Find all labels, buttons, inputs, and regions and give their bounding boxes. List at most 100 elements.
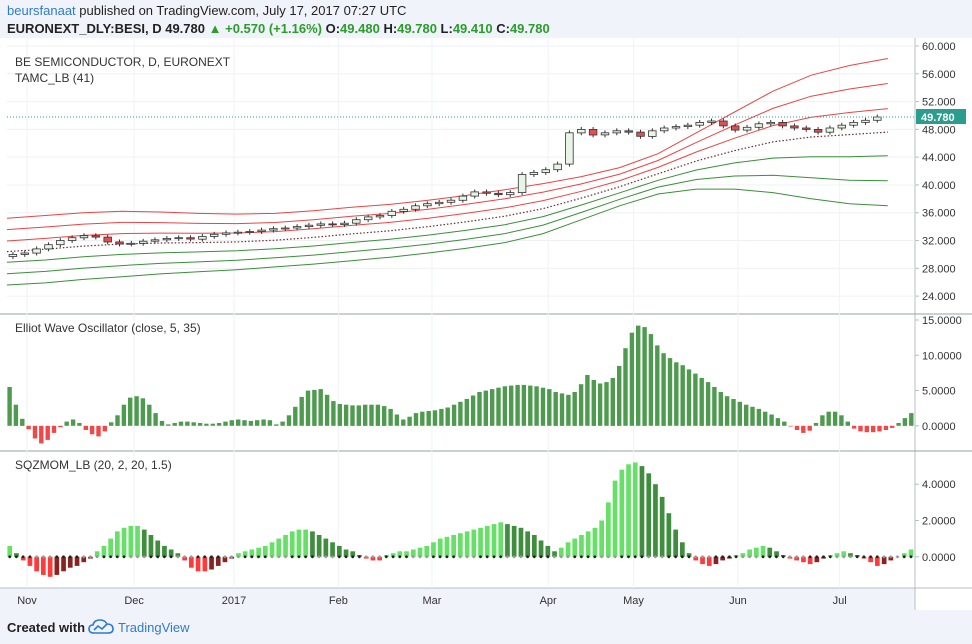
candle [825, 127, 835, 133]
osc-bar [101, 545, 107, 557]
author-link[interactable]: beursfanaat [7, 3, 76, 18]
candle [434, 201, 444, 205]
chart-background [0, 38, 972, 588]
osc-bar [439, 408, 444, 426]
osc-bar [255, 420, 260, 426]
osc-bar [585, 531, 591, 557]
osc-bar [202, 556, 208, 572]
squeeze-dot [398, 555, 402, 559]
squeeze-dot [41, 555, 45, 559]
squeeze-dot [714, 555, 718, 559]
osc-bar [7, 387, 12, 426]
candle [363, 216, 373, 221]
osc-bar [274, 424, 279, 426]
candle [778, 122, 787, 127]
time-tick-label: May [623, 595, 644, 607]
osc-bar [195, 556, 201, 572]
osc-bar [135, 525, 140, 557]
osc-bar [407, 416, 412, 426]
osc-bar [81, 556, 87, 563]
created-with-label: Created with [7, 620, 86, 635]
squeeze-dot [580, 555, 583, 559]
chart-canvas[interactable]: 60.000 56.000 52.000 48.000 44.000 40.000 36.0… [0, 38, 972, 610]
osc-pane-title: SQZMOM_LB (20, 2, 20, 1.5) [15, 458, 172, 472]
osc-bar [323, 538, 329, 557]
osc-bar [337, 404, 342, 426]
publish-info: published on TradingView.com, July 17, 2… [79, 3, 407, 18]
osc-bar [814, 556, 820, 563]
squeeze-dot [216, 555, 220, 559]
candle [541, 169, 550, 173]
osc-bar [451, 535, 456, 557]
osc-bar [162, 545, 167, 557]
squeeze-dot [55, 555, 59, 559]
osc-bar [166, 424, 171, 426]
squeeze-dot [15, 555, 18, 559]
squeeze-dot [445, 555, 449, 559]
squeeze-dot [257, 555, 260, 559]
squeeze-dot [855, 555, 859, 559]
candle [837, 124, 846, 129]
squeeze-dot [620, 555, 624, 559]
osc-bar [532, 535, 537, 557]
osc-bar [731, 399, 736, 426]
osc-bar [834, 553, 840, 557]
osc-bar [661, 353, 666, 426]
osc-bar [464, 531, 470, 557]
osc-bar [659, 496, 665, 557]
osc-bar [148, 535, 154, 557]
change-up-icon: ▲ [208, 21, 222, 36]
candle [91, 235, 100, 238]
candle [719, 120, 728, 127]
osc-bar [128, 397, 133, 426]
osc-bar [369, 404, 374, 426]
footer: Created with TradingView [0, 610, 972, 644]
osc-bar [851, 425, 857, 429]
squeeze-dot [822, 555, 825, 559]
osc-bar [54, 556, 60, 575]
candle [648, 130, 657, 137]
upper-band-3 [6, 108, 888, 242]
osc-bar [864, 425, 869, 433]
squeeze-dot [122, 555, 126, 559]
osc-bar [794, 425, 800, 430]
squeeze-dot [788, 555, 792, 559]
open-label: O: [325, 21, 341, 36]
osc-bar [20, 556, 26, 561]
price-tick-label: 56.000 [922, 69, 956, 81]
osc-bar [686, 553, 692, 557]
osc-bar [209, 556, 214, 570]
tradingview-link[interactable]: TradingView [118, 620, 190, 635]
squeeze-dot [869, 555, 872, 559]
candle [375, 215, 385, 218]
squeeze-dot [48, 555, 52, 559]
squeeze-dot [230, 555, 234, 559]
osc-bar [432, 410, 438, 426]
osc-bar [330, 542, 335, 557]
osc-bar [45, 425, 50, 440]
candle [115, 241, 124, 245]
osc-bar [67, 556, 73, 568]
osc-bar [612, 480, 618, 557]
osc-bar [289, 531, 295, 557]
squeeze-dot [297, 555, 301, 559]
osc-bar [737, 401, 742, 426]
osc-bar [61, 556, 66, 572]
osc-bar [782, 421, 787, 426]
squeeze-dot [189, 555, 193, 559]
osc-bar [642, 327, 647, 426]
squeeze-dot [364, 555, 368, 559]
osc-bar [591, 380, 596, 426]
osc-bar [558, 547, 564, 557]
squeeze-dot [707, 555, 711, 559]
candle [32, 248, 41, 254]
squeeze-dot [680, 555, 684, 559]
osc-bar [172, 423, 177, 426]
squeeze-dot [432, 555, 435, 559]
osc-bar [763, 411, 768, 426]
candle [458, 195, 468, 201]
candle [221, 232, 231, 235]
osc-bar [115, 415, 120, 426]
osc-bar [655, 345, 660, 426]
candle [150, 239, 160, 242]
